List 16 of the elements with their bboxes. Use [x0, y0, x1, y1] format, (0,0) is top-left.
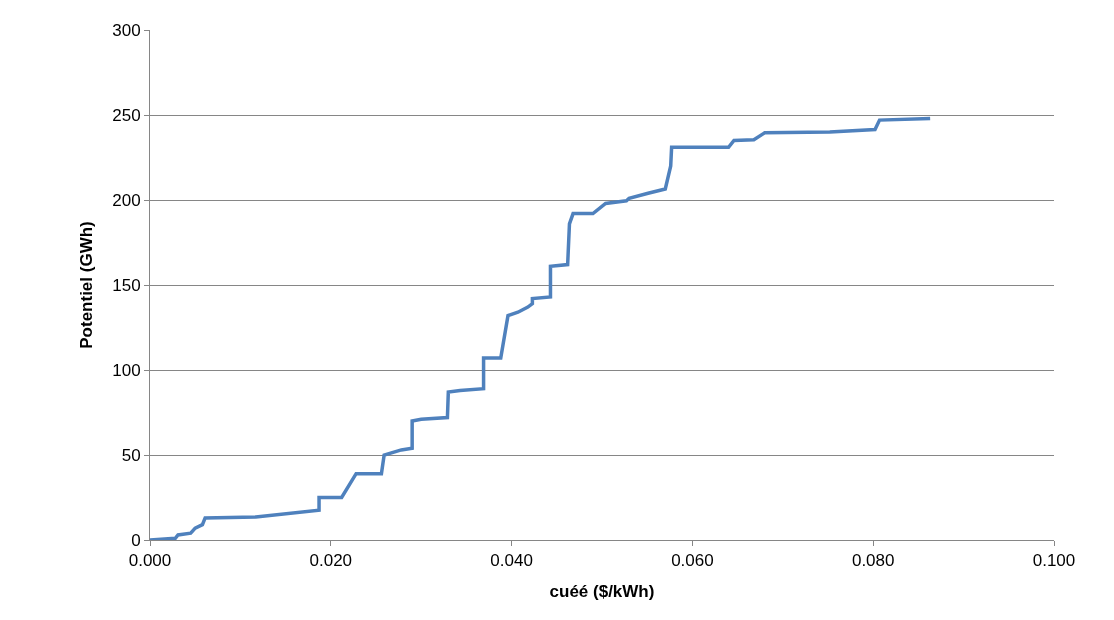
y-tick-label: 250: [112, 105, 141, 125]
x-tick-label: 0.080: [851, 551, 895, 571]
y-tick-label: 150: [112, 275, 141, 295]
x-tick-label: 0.060: [671, 551, 714, 571]
y-tick-label: 100: [112, 360, 141, 380]
line-series: [150, 116, 932, 540]
y-tick-label: 0: [131, 530, 141, 550]
x-tick-label: 0.000: [128, 551, 172, 571]
y-tick-label: 50: [121, 445, 141, 465]
y-tick-label: 300: [112, 20, 141, 40]
x-axis-title: cuéé ($/kWh): [549, 581, 655, 601]
x-tick-label: 0.040: [490, 551, 533, 571]
x-tick-label: 0.020: [309, 551, 353, 571]
y-axis-title: Potentiel (GWh): [76, 221, 96, 349]
y-tick-label: 200: [112, 190, 141, 210]
x-tick-label: 0.100: [1032, 551, 1076, 571]
